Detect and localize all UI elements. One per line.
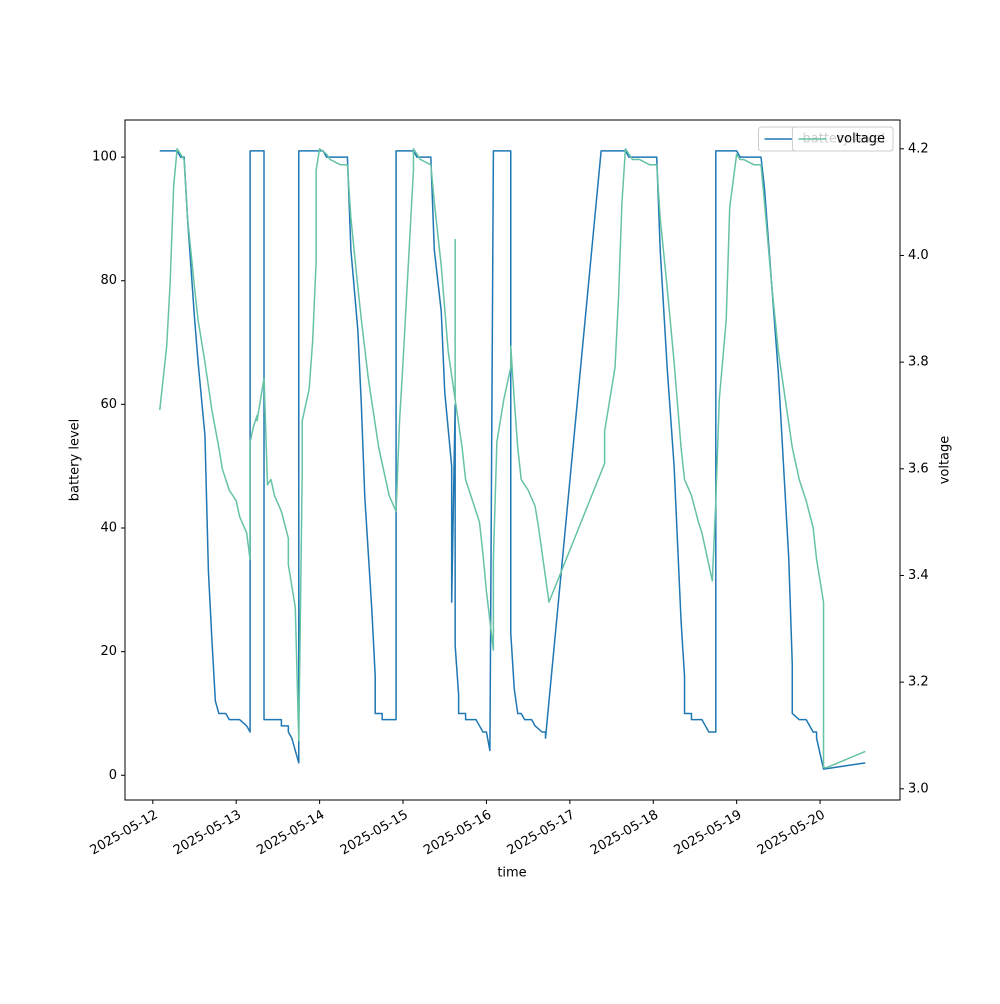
y-tick-label: 80 [100, 273, 117, 288]
legend-box [791, 126, 894, 152]
x-tick-label: 2025-05-19 [671, 808, 744, 859]
x-tick-label: 2025-05-13 [171, 808, 244, 859]
y2-tick-label: 3.4 [908, 568, 929, 583]
y-tick-label: 20 [100, 644, 117, 659]
x-tick-label: 2025-05-15 [338, 808, 411, 859]
legend-label: voltage [836, 132, 885, 147]
legend: voltage [791, 126, 894, 152]
y-tick-label: 100 [92, 150, 117, 165]
y-tick-label: 60 [100, 397, 117, 412]
series-line [159, 150, 866, 770]
x-axis-label: time [497, 866, 526, 881]
y2-tick-label: 3.6 [908, 461, 929, 476]
x-tick-label: 2025-05-18 [588, 808, 661, 859]
x-tick-label: 2025-05-20 [755, 808, 828, 859]
y-tick-label: 40 [100, 521, 117, 536]
y2-tick-label: 3.8 [908, 355, 929, 370]
x-tick-label: 2025-05-16 [421, 808, 494, 859]
y2-tick-label: 3.0 [908, 781, 929, 796]
x-tick-label: 2025-05-14 [254, 808, 327, 859]
y2-tick-label: 4.2 [908, 141, 929, 156]
series-line [159, 148, 866, 769]
plot-frame [124, 119, 901, 801]
y-tick-label: 0 [109, 768, 117, 783]
y-axis-label: battery level [68, 419, 83, 502]
y2-axis-label: voltage [938, 436, 953, 485]
y2-tick-label: 4.0 [908, 248, 929, 263]
x-tick-label: 2025-05-17 [505, 808, 578, 859]
y2-tick-label: 3.2 [908, 675, 929, 690]
x-tick-label: 2025-05-12 [88, 808, 161, 859]
